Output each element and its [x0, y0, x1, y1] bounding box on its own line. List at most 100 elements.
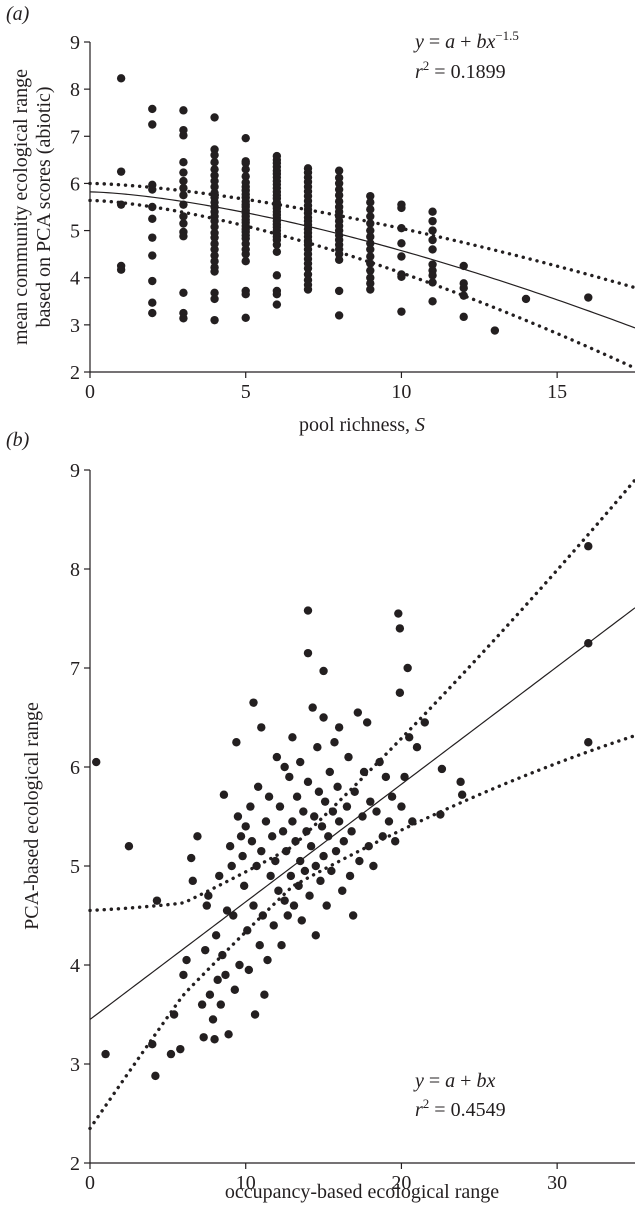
data-point	[179, 212, 188, 221]
data-point	[437, 764, 447, 774]
data-point	[148, 251, 157, 260]
data-point	[101, 1049, 110, 1059]
data-point	[342, 802, 352, 811]
data-point	[459, 283, 468, 293]
data-point	[179, 191, 188, 200]
data-point	[210, 315, 219, 325]
data-point	[397, 224, 406, 233]
data-point	[313, 743, 322, 752]
data-point	[263, 955, 272, 965]
data-point	[310, 812, 319, 821]
data-point	[436, 810, 445, 819]
panel-a: (a) 2 3 4 5 6 7 8 9 0 5 10 15 y = a + bx−1.5 r2 = 0…	[6, 3, 635, 436]
data-point	[358, 812, 367, 821]
data-point	[428, 297, 437, 306]
data-point	[297, 916, 306, 925]
data-point	[239, 881, 249, 890]
data-point	[116, 265, 126, 274]
y-tick-label: 9	[70, 460, 80, 482]
data-point	[334, 286, 344, 296]
data-point	[395, 624, 405, 633]
data-point	[225, 842, 235, 851]
data-point	[232, 738, 241, 747]
data-point	[334, 191, 344, 200]
confidence-upper	[88, 181, 635, 290]
data-point	[327, 866, 336, 876]
y-tick-label: 3	[70, 1054, 80, 1076]
data-point	[334, 311, 344, 320]
data-point	[202, 901, 211, 910]
data-point	[216, 1000, 225, 1009]
data-point	[305, 891, 314, 900]
data-point	[288, 733, 297, 742]
data-point	[241, 165, 250, 174]
data-point	[428, 271, 437, 280]
data-point	[330, 738, 339, 747]
data-point	[338, 886, 347, 895]
panel-b-y-label: PCA-based ecological range	[21, 702, 43, 930]
panel-a-equation: y = a + bx−1.5	[413, 28, 519, 53]
data-point	[366, 226, 375, 235]
data-point	[210, 245, 219, 254]
data-point	[362, 718, 372, 727]
x-tick-label: 5	[241, 381, 251, 403]
data-point	[241, 249, 250, 259]
data-point	[249, 698, 258, 707]
data-point	[299, 807, 308, 816]
data-point	[267, 832, 277, 841]
data-point	[319, 851, 328, 861]
data-point	[394, 609, 403, 618]
panel-b-curves	[88, 478, 635, 1131]
data-point	[179, 970, 188, 980]
data-point	[201, 945, 210, 955]
data-point	[92, 757, 101, 767]
data-point	[420, 718, 429, 727]
data-point	[339, 837, 349, 846]
fit-line	[89, 607, 635, 1020]
data-point	[215, 871, 224, 881]
data-point	[353, 708, 363, 717]
data-point	[241, 172, 250, 181]
data-point	[272, 240, 282, 249]
data-point	[257, 846, 266, 856]
data-point	[283, 911, 292, 920]
data-point	[355, 856, 364, 866]
panel-b-equation: y = a + bx	[413, 1070, 495, 1092]
data-point	[400, 772, 409, 782]
x-tick-label: 10	[236, 1172, 256, 1194]
data-point	[428, 226, 437, 235]
data-point	[311, 861, 320, 871]
data-point	[224, 1030, 233, 1039]
data-point	[381, 772, 391, 782]
data-point	[222, 906, 232, 915]
data-point	[428, 207, 437, 216]
data-point	[372, 807, 381, 816]
x-tick-label: 15	[547, 381, 567, 403]
data-point	[277, 941, 286, 950]
data-point	[308, 703, 317, 712]
data-point	[369, 861, 378, 871]
data-point	[257, 723, 266, 732]
data-point	[176, 1044, 185, 1054]
data-point	[334, 723, 344, 732]
x-tick-label: 10	[391, 381, 411, 403]
x-tick-label: 30	[547, 1172, 567, 1194]
x-tick-label: 20	[391, 1172, 411, 1194]
panel-a-ticks: 2 3 4 5 6 7 8 9 0 5 10 15	[70, 32, 567, 403]
data-point	[291, 837, 300, 846]
data-point	[247, 837, 257, 846]
data-point	[333, 782, 342, 791]
data-point	[249, 901, 258, 910]
data-point	[241, 158, 250, 168]
data-point	[278, 827, 288, 836]
data-point	[391, 837, 400, 846]
data-point	[166, 1049, 176, 1059]
data-point	[188, 876, 197, 886]
data-point	[236, 832, 246, 841]
data-point	[241, 290, 250, 299]
data-point	[347, 827, 356, 836]
data-point	[316, 876, 325, 886]
data-point	[179, 176, 188, 186]
data-point	[397, 802, 406, 811]
data-point	[428, 245, 437, 254]
